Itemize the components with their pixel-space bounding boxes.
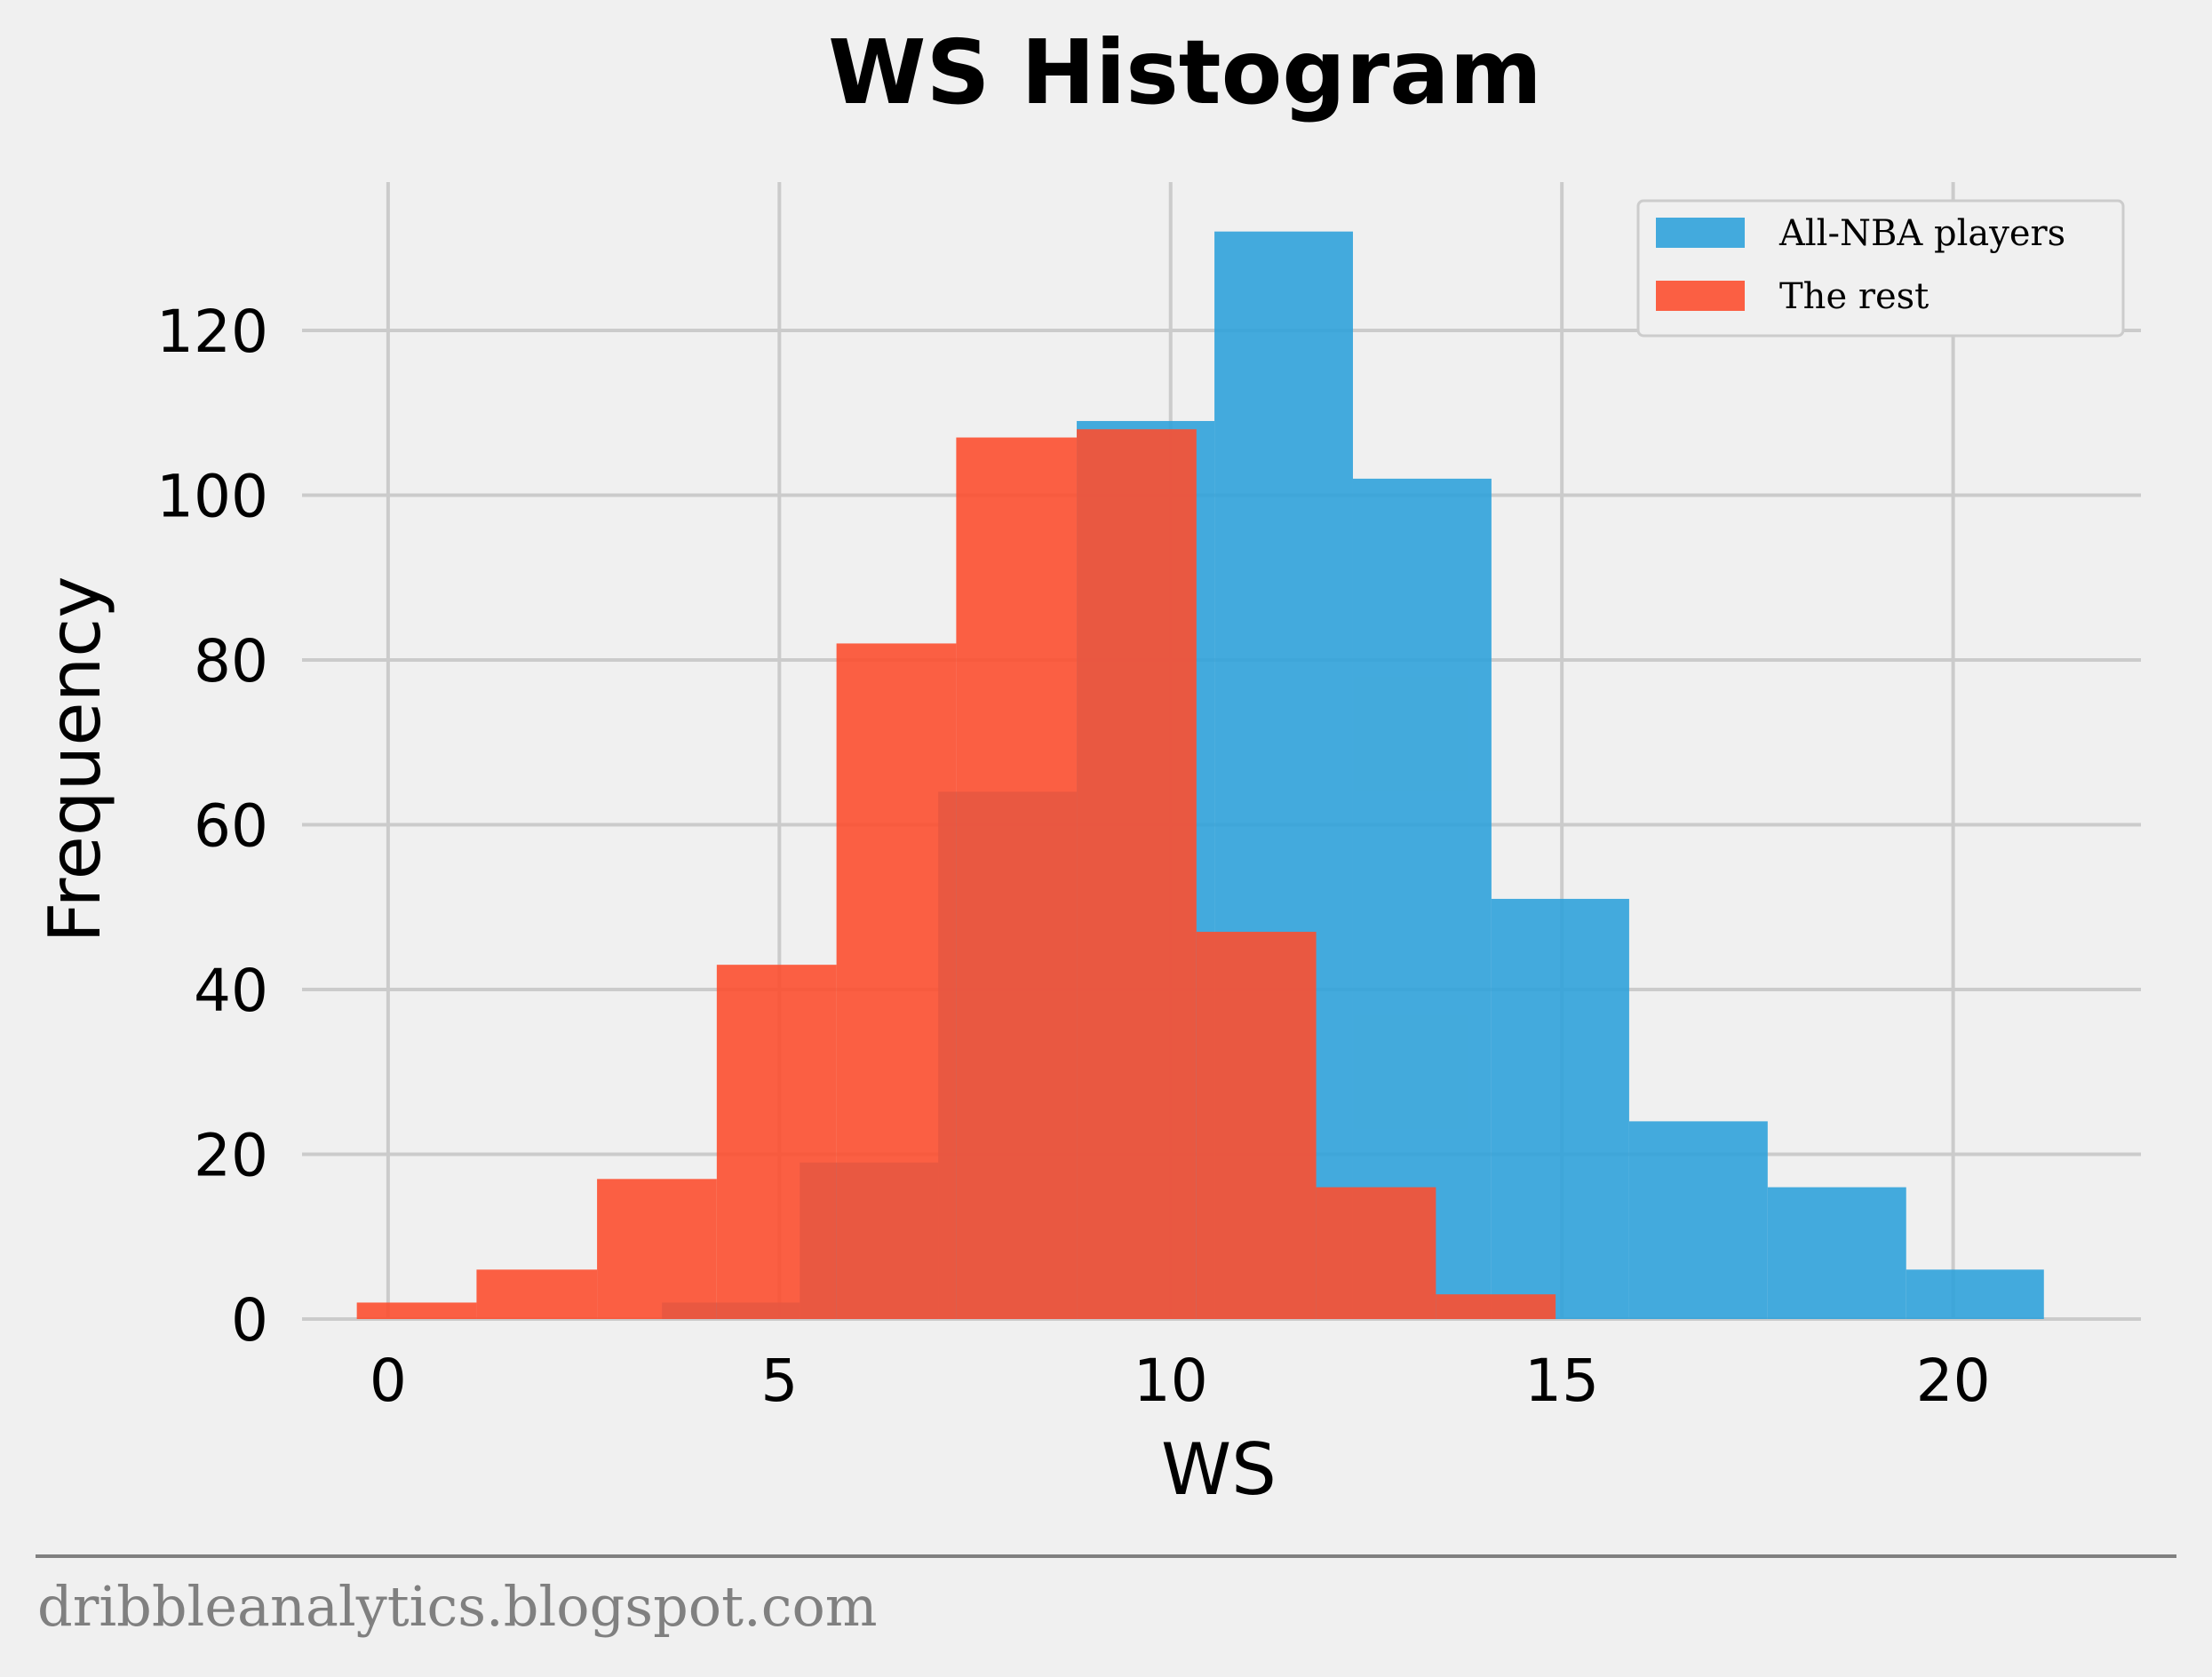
x-tick-label: 15 (1524, 1347, 1599, 1415)
x-axis-label: WS (1161, 1428, 1277, 1511)
legend-label-all-nba: All-NBA players (1778, 213, 2065, 254)
y-tick-label: 0 (231, 1286, 268, 1355)
footer-credit: dribbleanalytics.blogspot.com (37, 1574, 878, 1639)
bar-the-rest (836, 643, 957, 1319)
bar-the-rest (956, 437, 1078, 1319)
bar-the-rest (1077, 429, 1197, 1319)
bar-the-rest (356, 1302, 477, 1319)
legend-swatch-the-rest (1656, 281, 1745, 311)
bar-all-nba-players (1628, 1121, 1768, 1319)
bars-layer (356, 231, 2044, 1320)
y-tick-label: 60 (194, 791, 268, 860)
bar-the-rest (1196, 932, 1317, 1319)
y-tick-label: 40 (194, 957, 268, 1025)
x-tick-label: 10 (1134, 1347, 1208, 1415)
bar-the-rest (476, 1269, 598, 1319)
x-tick-label: 20 (1916, 1347, 1991, 1415)
y-tick-label: 100 (156, 462, 268, 530)
legend: All-NBA players The rest (1636, 199, 2125, 338)
bar-all-nba-players (1491, 898, 1629, 1319)
x-tick-label: 5 (760, 1347, 798, 1415)
y-tick-label: 20 (194, 1121, 268, 1189)
bar-the-rest (597, 1179, 717, 1319)
bar-all-nba-players (1767, 1187, 1906, 1319)
bar-the-rest (716, 965, 837, 1319)
chart-title: WS Histogram (828, 20, 1542, 124)
legend-swatch-all-nba (1656, 218, 1745, 248)
y-tick-label: 120 (156, 298, 268, 366)
bar-all-nba-players (1352, 478, 1492, 1319)
y-axis-label: Frequency (34, 576, 116, 942)
legend-label-the-rest: The rest (1779, 276, 1929, 317)
ticks-layer: 0 5 10 15 20 0 20 40 60 80 100 120 (156, 298, 1991, 1415)
y-tick-label: 80 (194, 627, 268, 695)
bar-the-rest (1436, 1294, 1556, 1319)
x-tick-label: 0 (370, 1347, 407, 1415)
legend-box (1636, 199, 2125, 338)
bar-all-nba-players (1906, 1269, 2044, 1319)
bar-the-rest (1316, 1187, 1436, 1319)
